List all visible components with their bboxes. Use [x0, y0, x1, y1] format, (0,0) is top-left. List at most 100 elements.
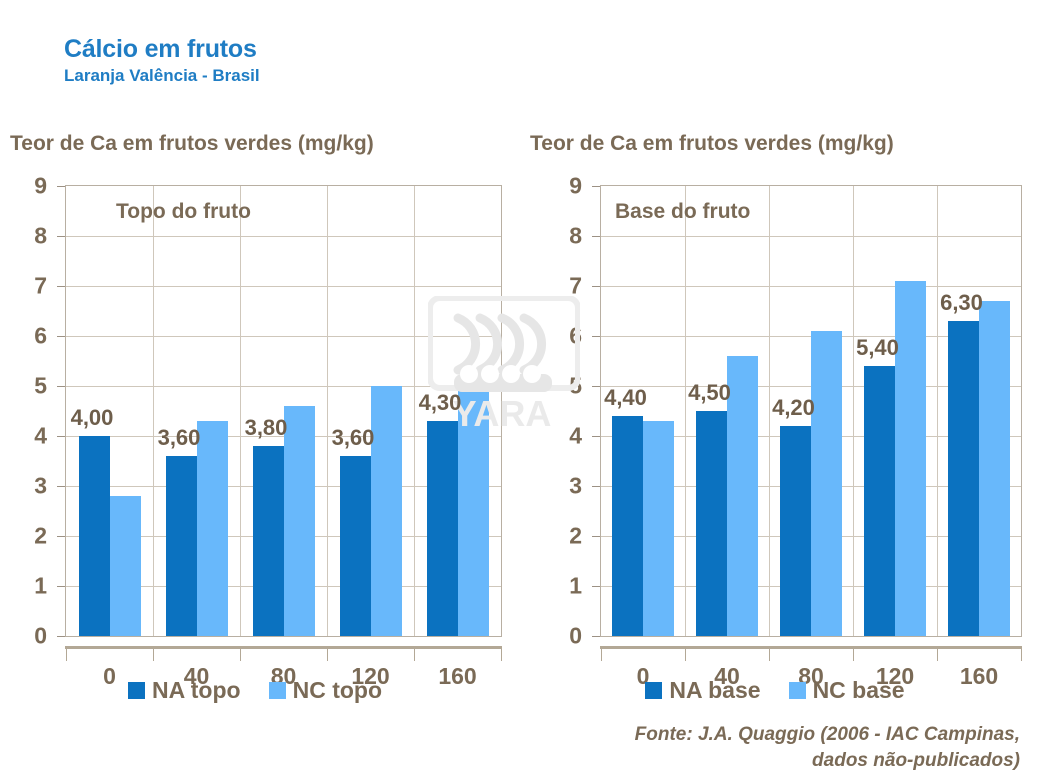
- x-axis-tick-mark: [1021, 649, 1022, 661]
- x-axis-tick-label: 120: [351, 663, 390, 689]
- y-axis-tick-label: 9: [34, 172, 47, 199]
- x-axis-tick-label: 0: [103, 663, 116, 689]
- category-separator: [240, 186, 241, 636]
- y-axis-tick-label: 6: [569, 322, 582, 349]
- legend-label: NC base: [812, 677, 905, 703]
- bar-base-na-base-80: [780, 426, 811, 636]
- gridline: [66, 236, 501, 237]
- y-axis-tick-label: 2: [34, 522, 47, 549]
- category-separator: [685, 186, 686, 636]
- x-axis-tick-mark: [501, 649, 502, 661]
- y-axis-tick-label: 7: [34, 272, 47, 299]
- page-subtitle: Laranja Valência - Brasil: [64, 66, 260, 85]
- y-axis-tick-mark: [57, 486, 65, 487]
- title-block: Cálcio em frutos Laranja Valência - Bras…: [64, 36, 260, 86]
- page-title: Cálcio em frutos: [64, 35, 257, 63]
- y-axis-tick-mark: [57, 436, 65, 437]
- x-axis-tick-mark: [853, 649, 854, 661]
- y-axis-tick-label: 9: [569, 172, 582, 199]
- y-axis-tick-mark: [592, 386, 600, 387]
- bar-value-label: 3,60: [331, 425, 375, 450]
- x-axis-tick-label: 160: [959, 663, 999, 689]
- bar-base-nc-base-80: [811, 331, 842, 636]
- x-axis-tick-mark: [937, 649, 938, 661]
- legend-item-na-base[interactable]: NA base: [645, 677, 761, 704]
- y-axis-tick-mark: [57, 336, 65, 337]
- gridline: [66, 386, 501, 387]
- bar-base-nc-base-160: [979, 301, 1010, 636]
- legend-item-na-topo[interactable]: NA topo: [128, 677, 241, 704]
- source-note: Fonte: J.A. Quaggio (2006 - IAC Campinas…: [500, 722, 1020, 773]
- x-axis-tick-mark: [327, 649, 328, 661]
- bar-base-nc-base-0: [643, 421, 674, 636]
- bar-base-na-base-0: [612, 416, 643, 636]
- y-axis-tick-label: 7: [569, 272, 582, 299]
- y-axis-tick-label: 6: [34, 322, 47, 349]
- y-axis-tick-label: 8: [569, 222, 582, 249]
- y-axis-tick-mark: [592, 636, 600, 637]
- y-axis-tick-label: 0: [34, 622, 47, 649]
- y-axis-tick-mark: [592, 236, 600, 237]
- x-axis-tick-label: 120: [875, 663, 915, 689]
- y-axis-tick-mark: [57, 286, 65, 287]
- category-separator: [769, 186, 770, 636]
- bar-topo-na-topo-120: [339, 456, 371, 636]
- y-axis-tick-label: 1: [34, 572, 47, 599]
- legend-item-nc-base[interactable]: NC base: [788, 677, 905, 704]
- y-axis-tick-label: 3: [34, 472, 47, 499]
- y-axis-tick-mark: [57, 386, 65, 387]
- x-axis-tick-mark: [685, 649, 686, 661]
- source-note-line2: dados não-publicados): [812, 749, 1020, 771]
- source-note-line1: Fonte: J.A. Quaggio (2006 - IAC Campinas…: [634, 724, 1020, 745]
- chart-topo-do-fruto: Teor de Ca em frutos verdes (mg/kg) Topo…: [2, 132, 508, 732]
- category-separator: [414, 186, 415, 636]
- panel-label-topo: Topo do fruto: [116, 200, 251, 223]
- bar-value-label: 4,20: [772, 395, 815, 420]
- bar-value-label: 3,60: [157, 425, 201, 450]
- legend-swatch-icon: [645, 682, 663, 699]
- x-axis-tick-mark: [601, 649, 602, 661]
- x-axis-tick-mark: [414, 649, 415, 661]
- legend-label: NA topo: [152, 677, 241, 703]
- chart-base-do-fruto: Teor de Ca em frutos verdes (mg/kg) Base…: [522, 132, 1028, 732]
- bar-topo-na-topo-0: [78, 436, 110, 636]
- y-axis-tick-mark: [57, 636, 65, 637]
- y-axis-tick-label: 2: [569, 522, 582, 549]
- y-axis-tick-mark: [57, 236, 65, 237]
- y-axis-tick-label: 8: [34, 222, 47, 249]
- bar-topo-na-topo-40: [165, 456, 197, 636]
- bar-topo-nc-topo-0: [109, 496, 141, 636]
- y-axis-tick-mark: [57, 186, 65, 187]
- legend-swatch-icon: [128, 682, 145, 699]
- bar-value-label: 5,40: [856, 335, 899, 360]
- bar-base-na-base-120: [864, 366, 895, 636]
- bar-value-label: 3,80: [244, 415, 288, 440]
- x-axis-tick-mark: [153, 649, 154, 661]
- legend-swatch-icon: [268, 682, 286, 699]
- y-axis-tick-mark: [592, 286, 600, 287]
- bar-topo-na-topo-80: [252, 446, 284, 636]
- bar-base-nc-base-40: [727, 356, 758, 636]
- y-axis-tick-mark: [57, 586, 65, 587]
- y-axis-tick-mark: [592, 186, 600, 187]
- gridline: [601, 236, 1021, 237]
- panel-label-base: Base do fruto: [615, 200, 751, 223]
- legend-item-nc-topo[interactable]: NC topo: [268, 677, 382, 704]
- chart-legend: NA base NC base: [522, 677, 1028, 704]
- bar-value-label: 4,30: [418, 390, 462, 415]
- x-axis-line: [65, 646, 502, 649]
- gridline: [601, 286, 1021, 287]
- legend-swatch-icon: [788, 682, 806, 699]
- y-axis-tick-mark: [592, 436, 600, 437]
- bar-topo-nc-topo-80: [283, 406, 315, 636]
- bar-topo-nc-topo-40: [196, 421, 228, 636]
- chart-legend: NA topo NC topo: [2, 677, 508, 704]
- bar-topo-na-topo-160: [426, 421, 458, 636]
- x-axis-tick-label: 40: [714, 663, 740, 689]
- bar-topo-nc-topo-120: [370, 386, 402, 636]
- y-axis-tick-mark: [592, 536, 600, 537]
- bar-base-na-base-160: [948, 321, 979, 636]
- y-axis-tick-label: 5: [569, 372, 582, 399]
- legend-label: NA base: [669, 677, 761, 703]
- chart-axis-title: Teor de Ca em frutos verdes (mg/kg): [10, 132, 374, 155]
